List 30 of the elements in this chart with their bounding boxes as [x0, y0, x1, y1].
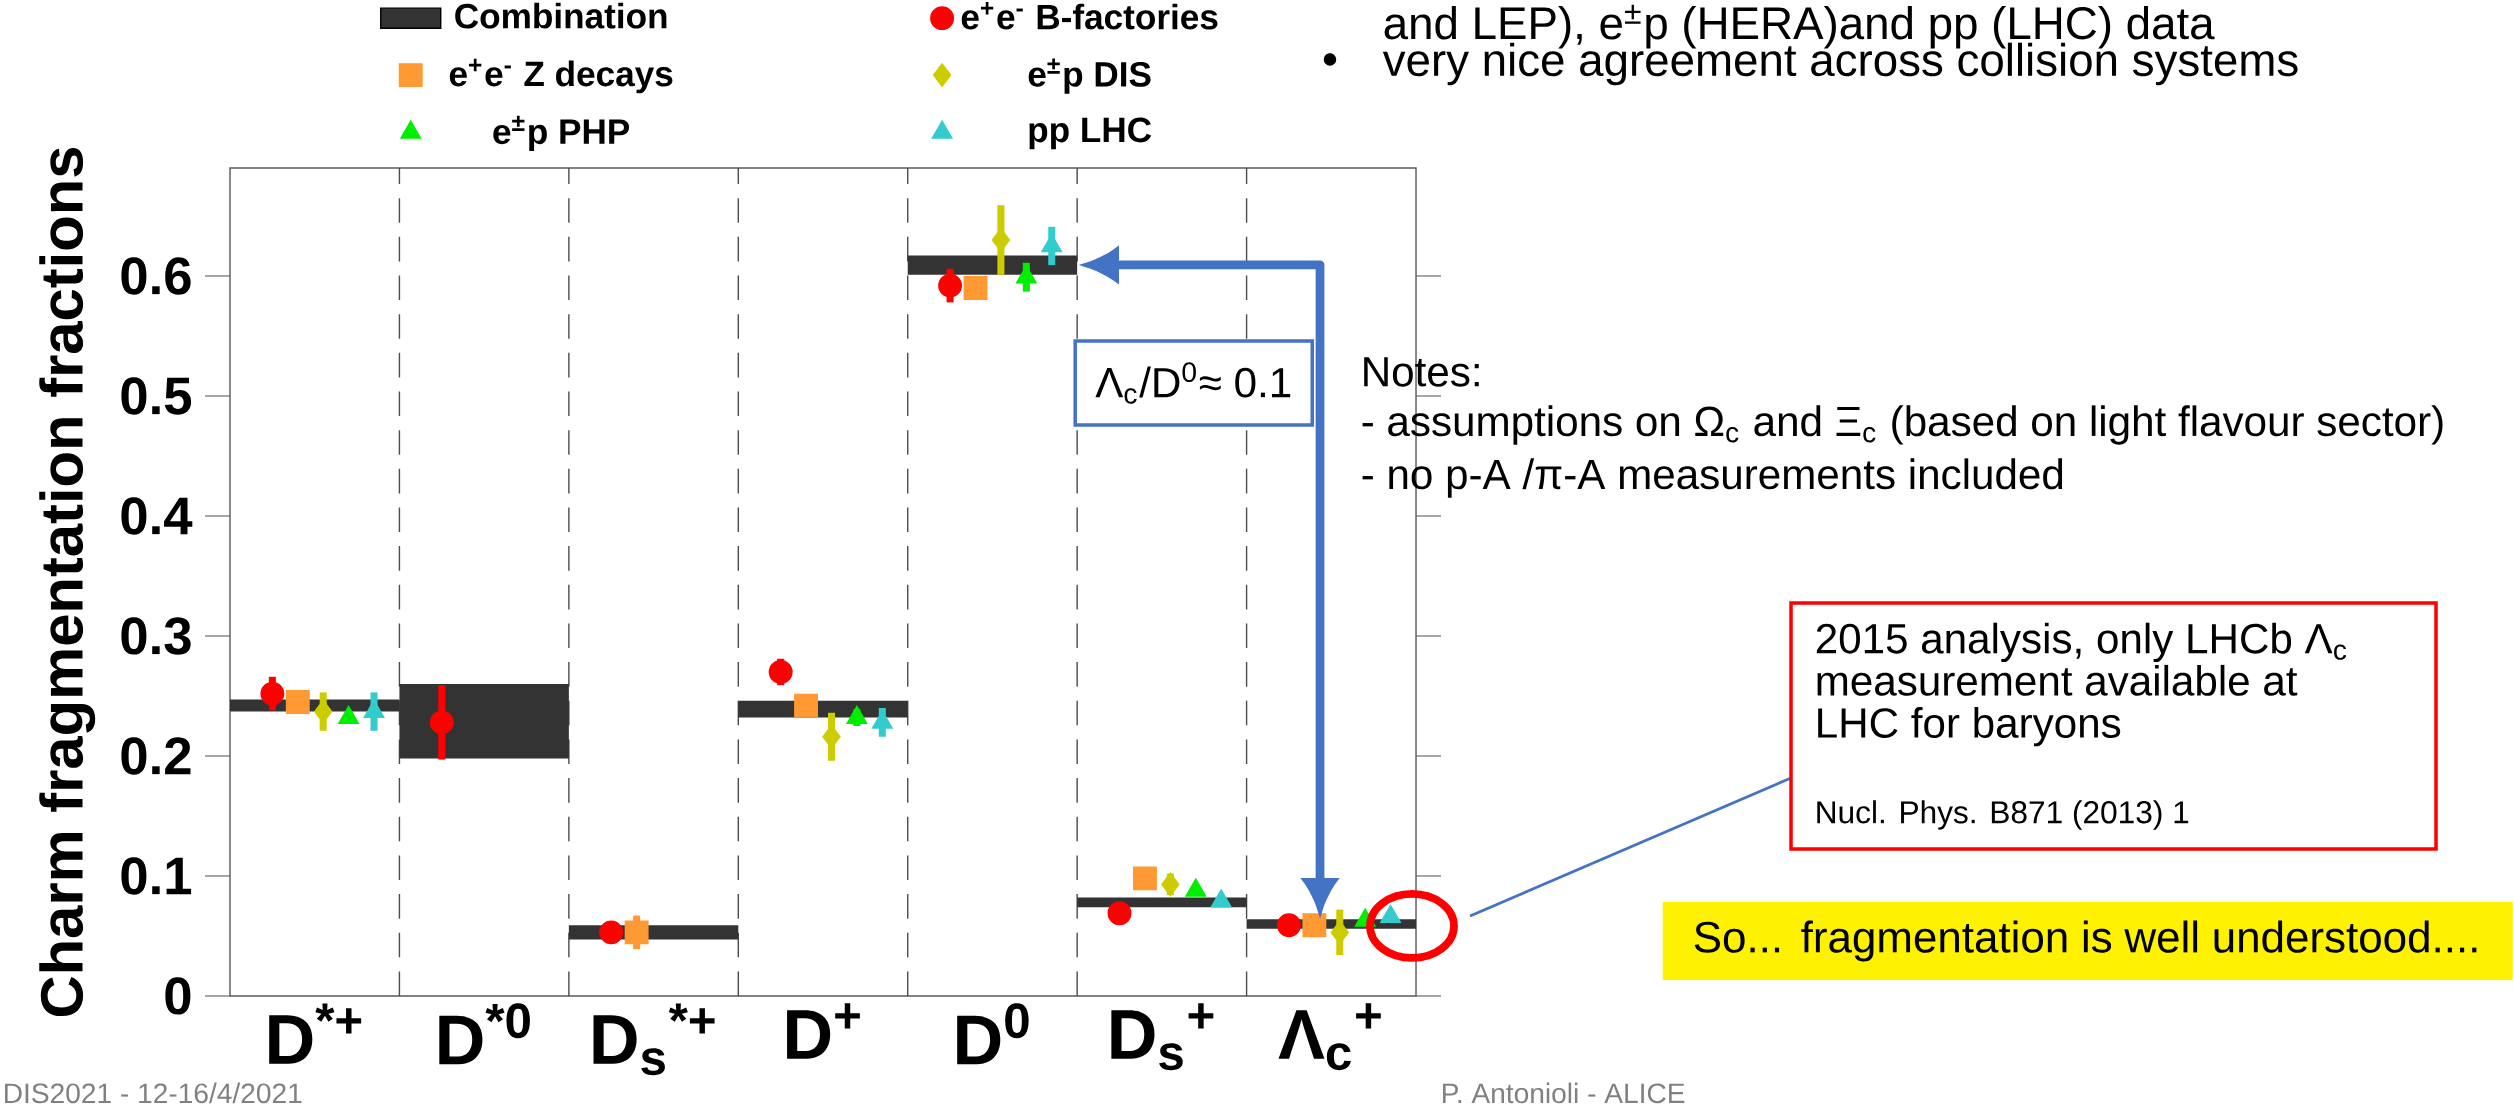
text: •	[1323, 53, 1337, 66]
y-tick-label: 0.1	[121, 857, 192, 895]
legend-label: e$^{+}$e$^{-}$ B-factories	[961, 1, 1218, 30]
x-tick-label: D$^{+}$	[787, 1003, 860, 1059]
legend-label: pp LHC	[1029, 117, 1152, 150]
x-tick-label: D$^{0}$	[957, 1003, 1029, 1065]
text: P. Antonioli - ALICE	[1443, 1082, 1685, 1104]
text: DIS2021 - 12-16/4/2021	[5, 1082, 302, 1104]
y-tick-label: 0.6	[121, 257, 191, 295]
legend-label: Combination	[455, 2, 667, 29]
y-axis-title: Charm fragmentation fractions	[39, 147, 96, 1017]
text: So... fragmentation is well understood....	[1694, 920, 2477, 962]
x-tick-label: D$_{s}$+	[1111, 1003, 1214, 1071]
x-tick-label: D$^{*0}$	[439, 1003, 530, 1065]
text: 2015 analysis, only LHCb Λ$_{c}$ measurement available at LHC for baryons	[1816, 622, 2347, 747]
annotation: - assumptions on Ω$_{c}$ and Ξ$_{c}$ (based on light flavour sector)	[1362, 405, 2443, 445]
annotation: Notes:	[1364, 357, 1479, 387]
x-tick-label: D$^{*+}$	[269, 1003, 362, 1064]
y-tick-label: 0	[165, 977, 191, 1015]
x-tick-label: Λ$_{c}$+	[1278, 1003, 1381, 1071]
legend-label: e$^{±}$p PHP	[493, 115, 630, 152]
y-tick-label: 0.4	[121, 497, 193, 535]
y-tick-label: 0.2	[121, 737, 191, 775]
x-tick-label: D$_{s}$*+	[593, 1003, 715, 1076]
y-tick-label: 0.3	[121, 617, 191, 655]
y-tick-label: 0.5	[121, 377, 192, 415]
legend-label: e$^{+}$e$^{-}$ Z decays	[449, 58, 673, 94]
text: Nucl. Phys. B871 (2013) 1	[1817, 800, 2189, 830]
legend-label: e$^{±}$p DIS	[1028, 58, 1151, 94]
annotation: - no p-A /π-A measurements included	[1362, 458, 2063, 498]
